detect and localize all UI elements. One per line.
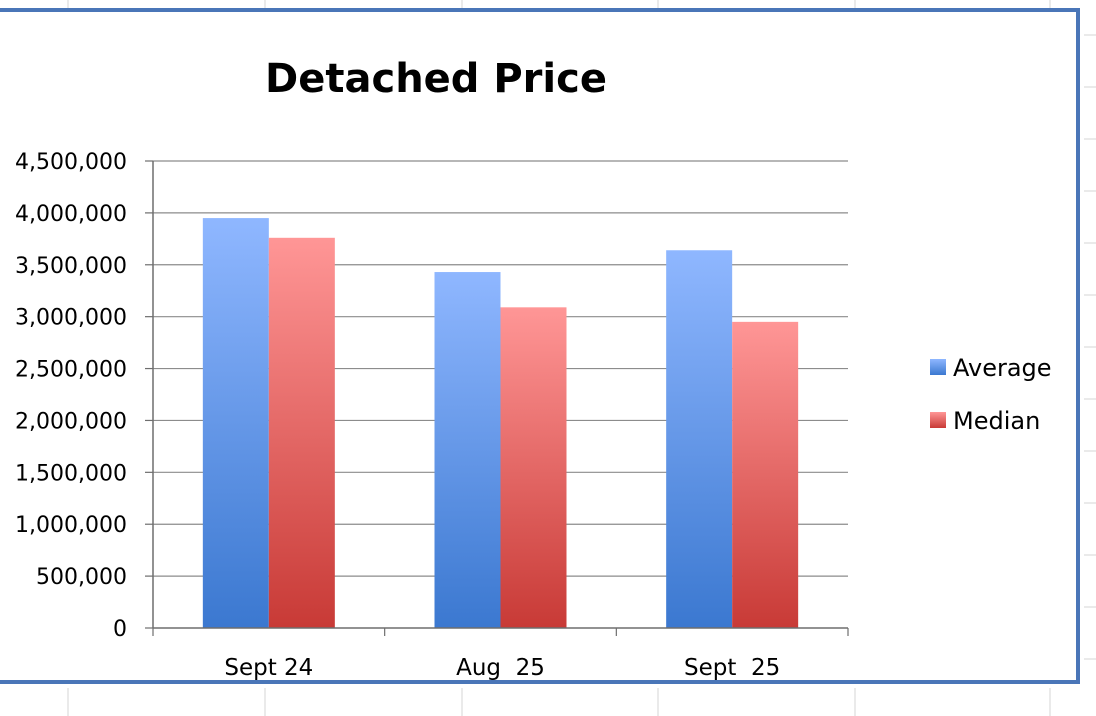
y-tick-label: 1,500,000 <box>15 461 127 486</box>
legend: Average Median <box>930 354 1052 435</box>
y-tick-label: 3,000,000 <box>15 306 127 331</box>
bar-median-1[interactable] <box>268 237 335 628</box>
bar-average-1[interactable] <box>202 218 269 629</box>
y-tick-label: 500,000 <box>36 565 127 590</box>
y-tick-label: 4,000,000 <box>15 202 127 227</box>
y-tick-label: 2,500,000 <box>15 358 127 383</box>
bar-average-2[interactable] <box>434 272 501 628</box>
bar-average-3[interactable] <box>666 250 733 628</box>
y-tick-label: 0 <box>113 617 127 642</box>
y-tick-label: 3,500,000 <box>15 254 127 279</box>
x-tick-labels: Sept 24 Aug 25 Sept 25 <box>224 655 780 681</box>
legend-swatch-median <box>930 412 946 428</box>
y-tick-label: 4,500,000 <box>15 150 127 175</box>
axes <box>152 161 849 636</box>
chart-title: Detached Price <box>265 56 607 102</box>
y-tick-labels: 0 500,000 1,000,000 1,500,000 2,000,000 2,500… <box>15 150 127 642</box>
bar-median-3[interactable] <box>732 321 799 628</box>
bar-median-2[interactable] <box>500 307 567 628</box>
x-tick-label: Sept 25 <box>684 655 780 681</box>
y-tick-label: 2,000,000 <box>15 409 127 434</box>
x-tick-label: Sept 24 <box>224 655 313 681</box>
legend-label-average: Average <box>953 354 1052 382</box>
legend-label-median: Median <box>953 407 1040 435</box>
legend-swatch-average <box>930 359 946 375</box>
bars <box>202 218 799 629</box>
x-tick-label: Aug 25 <box>456 655 545 681</box>
y-tick-label: 1,000,000 <box>15 513 127 538</box>
